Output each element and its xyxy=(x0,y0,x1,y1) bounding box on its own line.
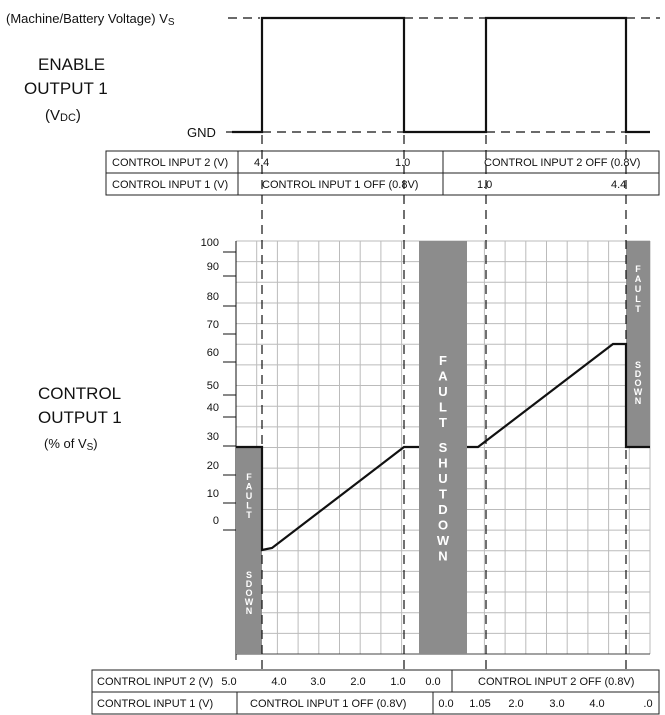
lower-row2-value: 4.0 xyxy=(589,698,604,710)
upper-row2-val-a: 1.0 xyxy=(477,179,492,191)
upper-row2-left: CONTROL INPUT 1 OFF (0.8V) xyxy=(262,179,418,191)
y-tick-label: 20 xyxy=(207,460,219,472)
y-tick-label: 90 xyxy=(207,261,219,273)
fault-letter: D xyxy=(635,369,642,379)
y-tick-label: 70 xyxy=(207,319,219,331)
fault-letter: D xyxy=(438,502,447,517)
fault-letter: U xyxy=(438,384,447,399)
fault-letter: A xyxy=(635,274,642,284)
control-title-line2: OUTPUT 1 xyxy=(38,408,122,427)
upper-row1-val-a: 4.4 xyxy=(254,157,269,169)
fault-letter: O xyxy=(634,378,641,388)
lower-row2-values: 0.0 1.05 2.0 3.0 4.0 .0 xyxy=(438,698,652,710)
lower-row2-value: 1.05 xyxy=(469,698,490,710)
fault-bar-center xyxy=(419,241,467,654)
vs-label: (Machine/Battery Voltage) VS xyxy=(6,11,175,28)
lower-table xyxy=(91,669,660,715)
output-curve-right xyxy=(467,342,650,449)
enable-title-line1: ENABLE xyxy=(38,55,105,74)
lower-row1-value: 3.0 xyxy=(310,676,325,688)
upper-table xyxy=(105,150,660,196)
y-tick-label: 100 xyxy=(201,237,219,249)
y-tick-label: 0 xyxy=(213,515,219,527)
lower-row1-value: 1.0 xyxy=(390,676,405,688)
upper-row1-right: CONTROL INPUT 2 OFF (0.8V) xyxy=(484,157,640,169)
upper-row2-val-b: 4.4 xyxy=(611,179,626,191)
fault-letter: L xyxy=(439,400,447,415)
fault-letter: U xyxy=(246,491,253,501)
fault-letter: U xyxy=(635,284,642,294)
fault-letter: N xyxy=(438,548,447,563)
upper-row2-label: CONTROL INPUT 1 (V) xyxy=(112,179,228,191)
y-tick-label: 60 xyxy=(207,347,219,359)
lower-row2-value: .0 xyxy=(643,698,652,710)
lower-row2-value: 0.0 xyxy=(438,698,453,710)
fault-letter: U xyxy=(438,471,447,486)
upper-row1-label: CONTROL INPUT 2 (V) xyxy=(112,157,228,169)
fault-letter: O xyxy=(245,588,252,598)
y-tick-label: 80 xyxy=(207,291,219,303)
fault-letter: D xyxy=(246,579,253,589)
lower-row2-left: CONTROL INPUT 1 OFF (0.8V) xyxy=(250,698,406,710)
lower-row2-value: 2.0 xyxy=(508,698,523,710)
lower-row1-label: CONTROL INPUT 2 (V) xyxy=(97,676,213,688)
fault-bar-left xyxy=(236,447,262,654)
lower-row2-label: CONTROL INPUT 1 (V) xyxy=(97,698,213,710)
enable-title-line2: OUTPUT 1 xyxy=(24,79,108,98)
fault-letter: T xyxy=(246,510,252,520)
control-unit: (% of VS) xyxy=(44,436,98,453)
output-curve-left xyxy=(236,445,419,552)
lower-row1-values: 5.0 4.0 3.0 2.0 1.0 0.0 xyxy=(221,676,440,688)
fault-letter: W xyxy=(437,533,450,548)
y-tick-label: 40 xyxy=(207,402,219,414)
y-tick-label: 10 xyxy=(207,488,219,500)
fault-bar-right xyxy=(626,241,650,447)
lower-row2-value: 3.0 xyxy=(549,698,564,710)
fault-letter: W xyxy=(245,597,254,607)
lower-row1-value: 0.0 xyxy=(425,676,440,688)
lower-row1-right: CONTROL INPUT 2 OFF (0.8V) xyxy=(478,676,634,688)
lower-row1-value: 2.0 xyxy=(350,676,365,688)
gnd-label: GND xyxy=(187,125,216,140)
fault-letter: F xyxy=(439,353,447,368)
fault-letter: H xyxy=(438,455,447,470)
fault-letter: S xyxy=(246,570,252,580)
y-tick-label: 50 xyxy=(207,380,219,392)
fault-letter: S xyxy=(439,440,448,455)
enable-unit: (VDC) xyxy=(45,107,81,124)
fault-letter: A xyxy=(438,369,448,384)
fault-letter: L xyxy=(246,501,252,511)
upper-row1-val-b: 1.0 xyxy=(395,157,410,169)
fault-letter: F xyxy=(635,264,641,274)
y-tick-label: 30 xyxy=(207,431,219,443)
enable-waveform xyxy=(232,16,650,134)
fault-letter: T xyxy=(635,304,641,314)
fault-letter: T xyxy=(439,415,447,430)
fault-letter: O xyxy=(438,517,448,532)
lower-row1-value: 4.0 xyxy=(271,676,286,688)
fault-letter: N xyxy=(635,396,642,406)
fault-letter: S xyxy=(635,360,641,370)
fault-letter: A xyxy=(246,482,253,492)
fault-letter: T xyxy=(439,486,447,501)
fault-letter: L xyxy=(635,294,641,304)
fault-letter: N xyxy=(246,606,253,616)
fault-letter: W xyxy=(634,387,643,397)
control-title-line1: CONTROL xyxy=(38,384,121,403)
lower-row1-value: 5.0 xyxy=(221,676,236,688)
fault-letter: F xyxy=(246,472,252,482)
